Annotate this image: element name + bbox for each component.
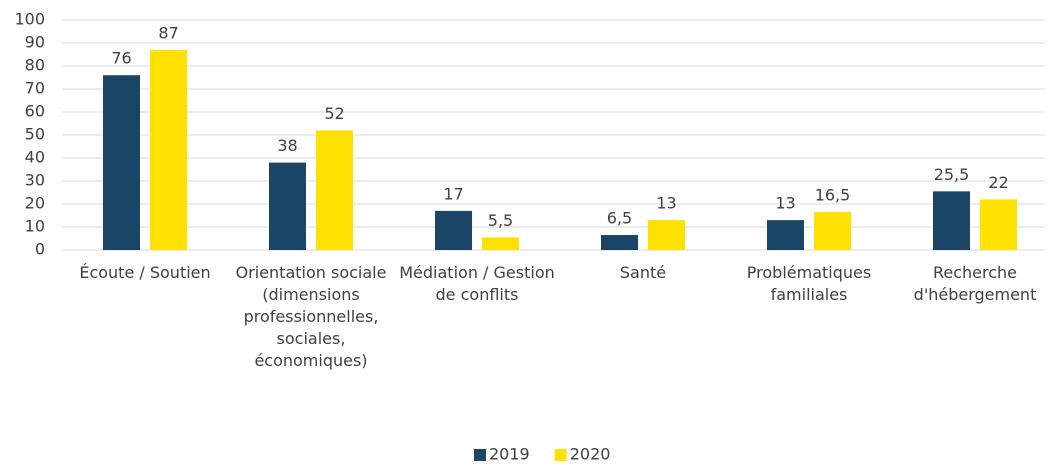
y-tick-label: 80 [25,56,45,75]
data-label: 87 [158,23,178,42]
bar [767,220,804,250]
legend-label: 2019 [489,445,530,464]
y-tick-label: 70 [25,79,45,98]
bar [316,130,353,250]
data-label: 5,5 [488,211,513,230]
y-tick-label: 30 [25,171,45,190]
bar [814,212,851,250]
x-tick-label: Santé [619,263,667,282]
x-tick-label: Médiation / Gestion de conflits [399,263,555,304]
bar [103,75,140,250]
legend-swatch [554,449,567,461]
y-tick-label: 90 [25,33,45,52]
x-tick-label: Orientation sociale (dimensions professi… [235,263,387,370]
bar [269,162,306,250]
data-label: 13 [656,194,676,213]
bar [482,237,519,250]
y-tick-label: 60 [25,102,45,121]
bar [150,49,187,251]
y-tick-label: 40 [25,148,45,167]
data-label: 76 [111,49,131,68]
bar [601,235,638,250]
y-tick-label: 50 [25,125,45,144]
data-label: 52 [324,104,344,123]
y-tick-label: 20 [25,194,45,213]
data-label: 38 [277,136,297,155]
data-label: 25,5 [934,165,970,184]
data-label: 17 [443,184,463,203]
x-tick-label: Recherche d'hébergement [913,263,1037,304]
y-tick-label: 10 [25,217,45,236]
x-tick-label: Écoute / Soutien [79,263,211,282]
y-tick-label: 100 [14,10,45,29]
bar [435,210,472,250]
data-label: 22 [988,173,1008,192]
data-label: 16,5 [815,186,851,205]
data-label: 13 [775,194,795,213]
bar [933,191,970,250]
y-tick-label: 0 [35,240,45,259]
x-tick-label: Problématiques familiales [746,263,872,304]
legend-label: 2020 [570,445,611,464]
data-label: 6,5 [607,209,632,228]
legend-swatch [474,449,486,461]
bar [648,220,685,250]
bar [980,199,1017,250]
